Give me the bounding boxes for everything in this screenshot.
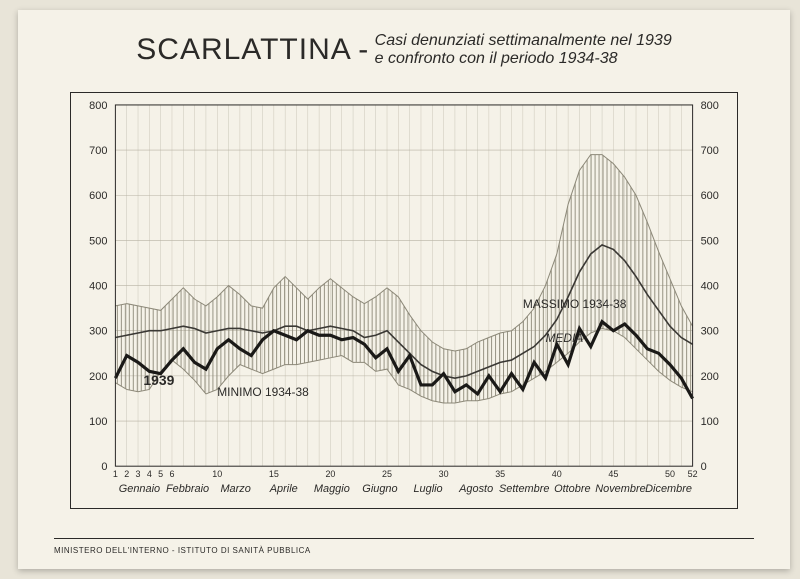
svg-text:400: 400 bbox=[89, 281, 107, 293]
title-sub-line2: e confronto con il periodo 1934-38 bbox=[375, 50, 618, 67]
svg-text:20: 20 bbox=[325, 469, 335, 479]
svg-text:52: 52 bbox=[688, 469, 698, 479]
svg-text:Aprile: Aprile bbox=[269, 483, 298, 495]
svg-text:30: 30 bbox=[439, 469, 449, 479]
svg-text:Dicembre: Dicembre bbox=[645, 483, 692, 495]
svg-text:200: 200 bbox=[701, 371, 719, 383]
svg-text:700: 700 bbox=[701, 145, 719, 157]
svg-text:6: 6 bbox=[169, 469, 174, 479]
svg-text:4: 4 bbox=[147, 469, 152, 479]
svg-text:Febbraio: Febbraio bbox=[166, 483, 209, 495]
svg-text:800: 800 bbox=[89, 100, 107, 112]
svg-text:Gennaio: Gennaio bbox=[119, 483, 160, 495]
svg-text:40: 40 bbox=[552, 469, 562, 479]
svg-text:Ottobre: Ottobre bbox=[554, 483, 590, 495]
title-main: SCARLATTINA bbox=[136, 33, 351, 67]
svg-text:700: 700 bbox=[89, 145, 107, 157]
svg-text:0: 0 bbox=[701, 461, 707, 473]
svg-text:15: 15 bbox=[269, 469, 279, 479]
svg-text:300: 300 bbox=[89, 326, 107, 338]
svg-text:MEDIA: MEDIA bbox=[545, 331, 583, 345]
chart-svg: 0 0 100 100 200 200 300 300 400 400 500 500 600 600 70… bbox=[71, 93, 737, 508]
svg-text:10: 10 bbox=[212, 469, 222, 479]
svg-text:400: 400 bbox=[701, 281, 719, 293]
svg-text:25: 25 bbox=[382, 469, 392, 479]
svg-text:Agosto: Agosto bbox=[458, 483, 493, 495]
svg-text:5: 5 bbox=[158, 469, 163, 479]
chart-card: SCARLATTINA - Casi denunziati settimanal… bbox=[18, 10, 790, 569]
svg-text:600: 600 bbox=[701, 190, 719, 202]
footer-rule bbox=[54, 538, 754, 539]
svg-text:MASSIMO 1934-38: MASSIMO 1934-38 bbox=[523, 297, 627, 311]
svg-text:1939: 1939 bbox=[143, 372, 174, 388]
footer-source: MINISTERO DELL'INTERNO - ISTITUTO DI SAN… bbox=[54, 546, 311, 555]
svg-text:Novembre: Novembre bbox=[595, 483, 645, 495]
svg-text:200: 200 bbox=[89, 371, 107, 383]
svg-text:45: 45 bbox=[608, 469, 618, 479]
svg-text:0: 0 bbox=[101, 461, 107, 473]
svg-text:1: 1 bbox=[113, 469, 118, 479]
svg-text:500: 500 bbox=[89, 235, 107, 247]
svg-text:35: 35 bbox=[495, 469, 505, 479]
svg-text:2: 2 bbox=[124, 469, 129, 479]
svg-text:100: 100 bbox=[89, 416, 107, 428]
title-sub: Casi denunziati settimanalmente nel 1939… bbox=[375, 32, 672, 69]
svg-text:Marzo: Marzo bbox=[220, 483, 250, 495]
svg-text:Settembre: Settembre bbox=[499, 483, 549, 495]
svg-text:Giugno: Giugno bbox=[362, 483, 397, 495]
chart-plot-area: 0 0 100 100 200 200 300 300 400 400 500 500 600 600 70… bbox=[70, 92, 738, 509]
svg-text:50: 50 bbox=[665, 469, 675, 479]
svg-text:3: 3 bbox=[136, 469, 141, 479]
title-dash: - bbox=[358, 33, 368, 67]
svg-text:800: 800 bbox=[701, 100, 719, 112]
svg-text:300: 300 bbox=[701, 326, 719, 338]
svg-text:Maggio: Maggio bbox=[314, 483, 350, 495]
svg-text:MINIMO 1934-38: MINIMO 1934-38 bbox=[217, 385, 309, 399]
chart-title-row: SCARLATTINA - Casi denunziati settimanal… bbox=[18, 32, 790, 69]
svg-text:Luglio: Luglio bbox=[413, 483, 442, 495]
svg-text:500: 500 bbox=[701, 235, 719, 247]
title-sub-line1: Casi denunziati settimanalmente nel 1939 bbox=[375, 32, 672, 49]
svg-text:600: 600 bbox=[89, 190, 107, 202]
svg-text:100: 100 bbox=[701, 416, 719, 428]
